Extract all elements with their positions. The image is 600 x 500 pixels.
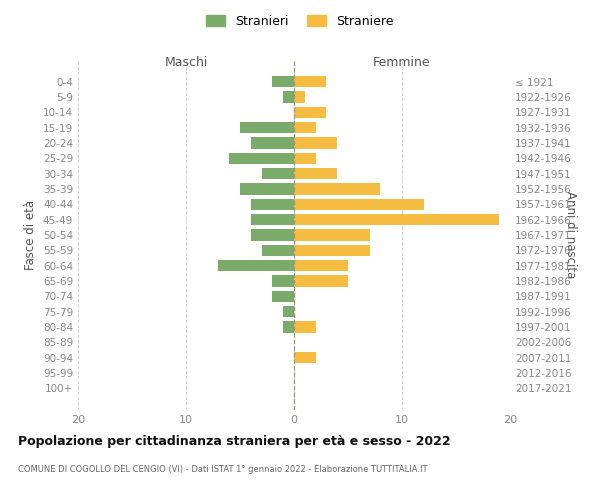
Bar xyxy=(294,352,316,364)
Bar xyxy=(294,276,348,287)
Text: Maschi: Maschi xyxy=(164,56,208,70)
Bar xyxy=(272,290,294,302)
Legend: Stranieri, Straniere: Stranieri, Straniere xyxy=(203,11,397,32)
Bar xyxy=(262,244,294,256)
Bar xyxy=(294,76,326,88)
Bar xyxy=(294,152,316,164)
Text: Femmine: Femmine xyxy=(373,56,431,70)
Bar xyxy=(283,322,294,333)
Y-axis label: Fasce di età: Fasce di età xyxy=(25,200,37,270)
Bar xyxy=(229,152,294,164)
Bar xyxy=(294,91,305,102)
Bar xyxy=(294,322,316,333)
Bar xyxy=(218,260,294,272)
Text: COMUNE DI COGOLLO DEL CENGIO (VI) - Dati ISTAT 1° gennaio 2022 - Elaborazione TU: COMUNE DI COGOLLO DEL CENGIO (VI) - Dati… xyxy=(18,465,427,474)
Bar xyxy=(251,214,294,226)
Bar xyxy=(294,229,370,241)
Bar xyxy=(251,229,294,241)
Bar xyxy=(294,106,326,118)
Bar xyxy=(294,168,337,179)
Bar xyxy=(251,198,294,210)
Bar xyxy=(294,198,424,210)
Bar xyxy=(272,76,294,88)
Bar xyxy=(251,137,294,148)
Bar xyxy=(294,183,380,194)
Y-axis label: Anni di nascita: Anni di nascita xyxy=(564,192,577,278)
Bar xyxy=(294,214,499,226)
Bar xyxy=(240,122,294,134)
Bar xyxy=(294,260,348,272)
Bar xyxy=(262,168,294,179)
Bar xyxy=(272,276,294,287)
Bar xyxy=(283,306,294,318)
Bar xyxy=(294,122,316,134)
Bar xyxy=(283,91,294,102)
Bar xyxy=(294,244,370,256)
Bar xyxy=(240,183,294,194)
Bar xyxy=(294,137,337,148)
Text: Popolazione per cittadinanza straniera per età e sesso - 2022: Popolazione per cittadinanza straniera p… xyxy=(18,435,451,448)
